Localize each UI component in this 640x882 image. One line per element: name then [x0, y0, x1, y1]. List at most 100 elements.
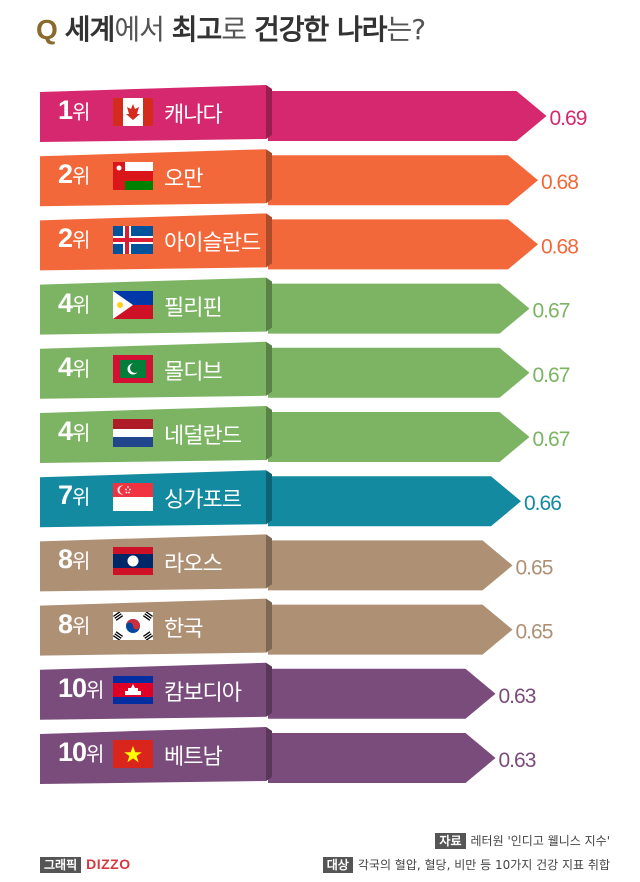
value-label: 0.67	[533, 428, 570, 451]
label-tab-edge	[266, 213, 272, 268]
label-tab-edge	[266, 149, 272, 204]
label-tab	[40, 85, 272, 142]
label-tab-edge	[266, 534, 272, 589]
title-part-4: 로	[221, 13, 254, 46]
label-tab	[40, 534, 272, 592]
bar	[268, 540, 513, 591]
laos-flag-icon	[113, 547, 153, 576]
bar-row	[40, 662, 496, 720]
oman-flag-icon	[113, 162, 153, 191]
rank-label: 8위	[58, 544, 90, 575]
bar-row	[40, 213, 538, 271]
label-tab	[40, 341, 272, 399]
label-tab	[40, 727, 272, 784]
credit-tag: 그래픽	[40, 857, 82, 873]
label-tab	[40, 598, 272, 656]
value-label: 0.68	[541, 171, 578, 194]
source-text: 레터원 '인디고 웰니스 지수'	[470, 834, 610, 848]
rank-label: 7위	[58, 480, 90, 511]
value-label: 0.65	[516, 621, 553, 644]
title-part-5: 건강한 나라	[253, 13, 388, 46]
label-tab	[40, 406, 272, 463]
value-label: 0.63	[499, 749, 536, 772]
bar-row	[40, 406, 530, 463]
bar	[268, 91, 547, 141]
netherlands-flag-icon	[113, 419, 153, 447]
vietnam-flag-icon	[113, 740, 153, 768]
canada-flag-icon	[113, 98, 153, 126]
source-note: 자료 레터원 '인디고 웰니스 지수'	[435, 832, 610, 849]
title-part-6: 는?	[386, 13, 427, 46]
value-label: 0.67	[533, 364, 570, 387]
label-tab-edge	[266, 85, 272, 139]
value-label: 0.65	[516, 556, 553, 579]
label-tab-edge	[266, 727, 272, 781]
philippines-flag-icon	[113, 290, 153, 319]
label-tab-edge	[266, 277, 272, 332]
label-tab-edge	[266, 406, 272, 460]
label-tab	[40, 149, 272, 207]
rank-label: 2위	[58, 223, 90, 254]
rank-label: 1위	[58, 95, 90, 125]
cambodia-flag-icon	[113, 675, 153, 704]
country-label: 베트남	[164, 745, 223, 770]
rank-label: 10위	[58, 737, 104, 767]
rank-label: 10위	[58, 672, 104, 703]
rank-label: 2위	[58, 159, 90, 190]
value-label: 0.69	[550, 107, 587, 130]
korea-flag-icon	[113, 611, 153, 640]
label-tab	[40, 470, 272, 528]
bar-row	[40, 277, 530, 335]
bar	[268, 733, 496, 783]
target-note: 대상 각국의 혈압, 혈당, 비만 등 10가지 건강 지표 취합	[322, 856, 610, 873]
rank-label: 8위	[58, 608, 90, 639]
graphic-credit: 그래픽 DIZZO	[40, 856, 131, 873]
source-tag: 자료	[435, 833, 466, 849]
bar	[268, 347, 530, 398]
label-tab-edge	[266, 470, 272, 525]
rank-label: 4위	[58, 351, 90, 382]
rank-label: 4위	[58, 287, 90, 318]
bar-row	[40, 85, 547, 142]
singapore-flag-icon	[113, 483, 153, 512]
bar-row	[40, 341, 530, 399]
value-label: 0.63	[499, 685, 536, 708]
label-tab	[40, 213, 272, 271]
country-label: 라오스	[164, 552, 223, 578]
bar-row	[40, 598, 513, 656]
rank-label: 4위	[58, 416, 90, 446]
label-tab-edge	[266, 598, 272, 653]
bar-row	[40, 470, 521, 528]
country-label: 캐나다	[164, 103, 223, 128]
bar	[268, 476, 521, 527]
bar-row	[40, 727, 496, 784]
label-tab-edge	[266, 341, 272, 396]
chart-title: Q 세계에서 최고로 건강한 나라는?	[36, 10, 427, 50]
iceland-flag-icon	[113, 226, 153, 255]
country-label: 한국	[164, 616, 203, 642]
bar	[268, 604, 513, 655]
question-mark-label: Q	[36, 14, 58, 45]
maldives-flag-icon	[113, 354, 153, 383]
country-label: 오만	[164, 167, 203, 193]
bar	[268, 219, 538, 270]
title-part-1: 세계	[64, 13, 116, 46]
bar	[268, 412, 530, 462]
value-label: 0.68	[541, 235, 578, 258]
value-label: 0.67	[533, 300, 570, 323]
title-part-2: 에서	[114, 13, 172, 46]
country-label: 싱가포르	[164, 488, 242, 514]
label-tab	[40, 277, 272, 335]
label-tab-edge	[266, 662, 272, 717]
country-label: 네덜란드	[164, 424, 242, 449]
bar	[268, 668, 496, 719]
brand-logo: DIZZO	[86, 856, 131, 872]
bar-row	[40, 149, 538, 207]
label-tab	[40, 662, 272, 720]
bar	[268, 155, 538, 206]
country-label: 몰디브	[164, 359, 223, 385]
target-tag: 대상	[322, 857, 353, 873]
target-text: 각국의 혈압, 혈당, 비만 등 10가지 건강 지표 취합	[357, 858, 610, 872]
country-label: 아이슬란드	[164, 231, 261, 257]
